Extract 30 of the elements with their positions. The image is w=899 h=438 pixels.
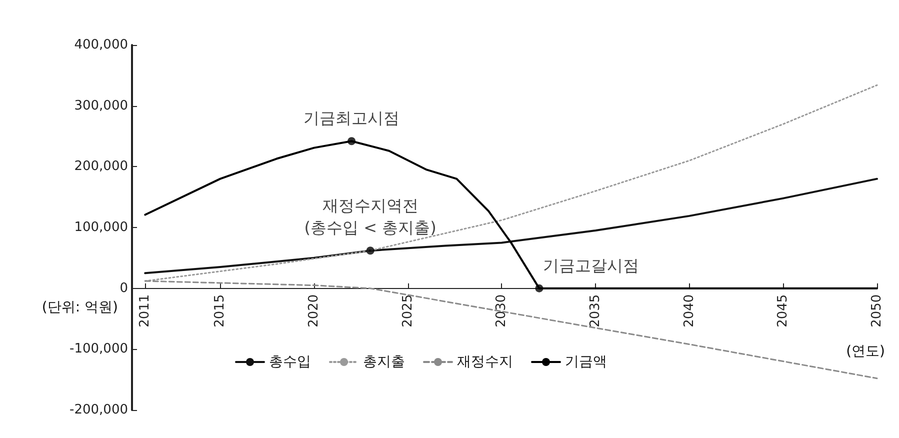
legend-label: 재정수지 — [457, 354, 513, 370]
y-tick-label: 100,000 — [74, 220, 128, 235]
y-axis-title: (단위: 억원) — [42, 299, 118, 316]
y-tick-label: 200,000 — [74, 159, 128, 174]
x-tick-label: 2035 — [588, 294, 604, 328]
point — [366, 246, 374, 255]
legend-label: 기금액 — [565, 354, 607, 370]
annotation: 기금최고시점 — [304, 108, 400, 128]
x-tick-label: 2045 — [776, 294, 791, 328]
legend-label: 총수입 — [269, 354, 311, 370]
line-series — [144, 84, 878, 282]
y-tick-label: 300,000 — [74, 98, 128, 114]
point — [348, 137, 356, 146]
y-tick-label: 0 — [120, 280, 128, 296]
x-tick-label: 2040 — [682, 294, 697, 328]
x-tick-label: 2025 — [400, 294, 416, 328]
x-tick-label: 2011 — [138, 294, 153, 328]
y-tick-label: -100,000 — [70, 342, 128, 357]
x-tick-label: 2030 — [494, 294, 510, 328]
x-tick-label: 2020 — [306, 294, 322, 328]
y-tick-label: 400,000 — [74, 38, 128, 52]
x-tick-label: 2015 — [212, 294, 228, 328]
y-tick-label: -200,000 — [70, 402, 128, 418]
point — [535, 284, 544, 292]
line-series — [144, 178, 878, 274]
x-tick-label: 2050 — [870, 294, 884, 328]
legend-label: 총지출 — [363, 354, 405, 370]
annotation: 재정수지역전 (총수입 < 총지출) — [304, 196, 436, 238]
x-axis-title: (연도) — [846, 343, 886, 360]
annotation: 기금고갈시점 — [543, 256, 640, 275]
